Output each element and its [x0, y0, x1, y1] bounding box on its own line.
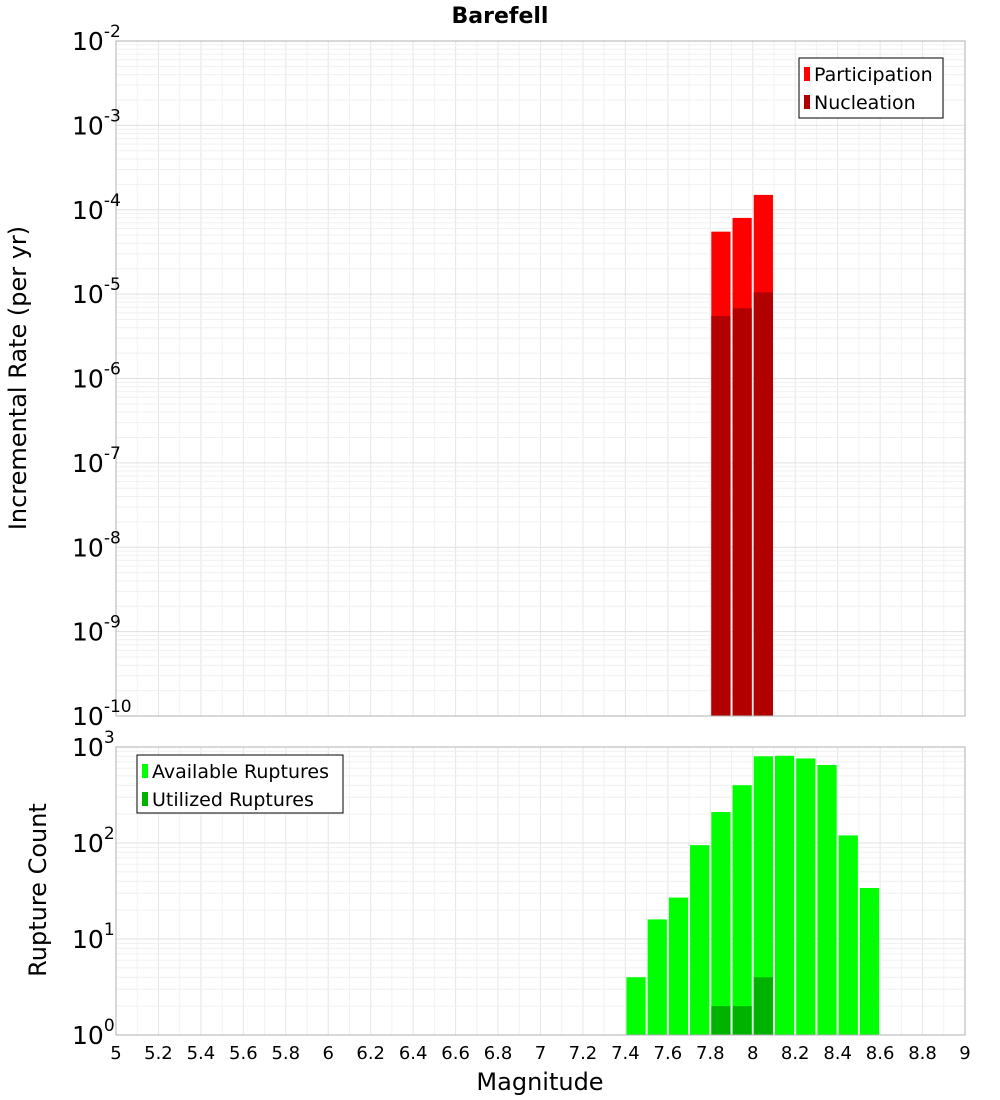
rate-axis-title: Incremental Rate (per yr): [4, 226, 32, 530]
legend-swatch: [142, 792, 148, 806]
x-tick-label: 5.2: [144, 1043, 173, 1064]
x-tick-label: 6.6: [441, 1043, 470, 1064]
count-bar-available-ruptures: [774, 755, 795, 1035]
rate-panel: 10-10 10-9 10-8 10-7 10-6 10-5 10-4 10-3 10-2 Par…: [72, 22, 966, 731]
x-tick-label: 5.8: [271, 1043, 300, 1064]
count-axis-title: Rupture Count: [24, 803, 52, 977]
count-bar-available-ruptures: [753, 756, 773, 1035]
x-tick-label: 5: [110, 1043, 121, 1064]
x-tick-label: 7: [535, 1043, 546, 1064]
y-tick-label: 10-8: [72, 528, 121, 562]
y-tick-label: 10-3: [72, 106, 121, 140]
count-bar-available-ruptures: [817, 764, 837, 1035]
x-tick-label: 5.6: [229, 1043, 258, 1064]
y-tick-label: 101: [72, 920, 115, 954]
y-tick-label: 10-6: [72, 360, 121, 394]
rate-bar-nucleation: [732, 308, 752, 716]
y-tick-label: 102: [72, 824, 115, 858]
x-tick-label: 8.8: [908, 1043, 937, 1064]
plot-border: [115, 40, 966, 717]
count-bar-available-ruptures: [647, 919, 667, 1035]
count-bar-available-ruptures: [626, 977, 646, 1035]
count-bar-available-ruptures: [668, 897, 689, 1035]
y-tick-label: 10-9: [72, 613, 121, 647]
count-bar-utilized-ruptures: [732, 1006, 752, 1035]
count-panel: 100 101 102 103 Available Ruptures Utilized R…: [72, 728, 966, 1050]
magnitude-axis: 5 5.2 5.4 5.6 5.8 6 6.2 6.4 6.6 6.8 7 7.2 7.4 7.6 7.8 8…: [110, 1043, 970, 1064]
count-bar-available-ruptures: [711, 812, 731, 1035]
count-bar-available-ruptures: [732, 785, 752, 1035]
y-tick-label: 10-5: [72, 275, 121, 309]
y-tick-label: 10-7: [72, 444, 121, 478]
count-bar-utilized-ruptures: [753, 977, 773, 1035]
x-tick-label: 7.2: [569, 1043, 598, 1064]
x-tick-label: 5.4: [187, 1043, 216, 1064]
legend-swatch: [804, 67, 810, 81]
x-tick-label: 9: [959, 1043, 970, 1064]
y-tick-label: 100: [72, 1016, 115, 1050]
count-bar-utilized-ruptures: [711, 1006, 731, 1035]
y-tick-label: 103: [72, 728, 115, 762]
legend-box: [136, 754, 344, 814]
legend-label: Available Ruptures: [152, 761, 329, 783]
chart-title: Barefell: [452, 4, 549, 29]
count-bar-available-ruptures: [796, 758, 816, 1035]
rate-bar-nucleation: [753, 292, 773, 716]
x-tick-label: 8.4: [823, 1043, 852, 1064]
plot-border: [115, 746, 966, 1036]
x-tick-label: 7.6: [654, 1043, 683, 1064]
x-tick-label: 6.8: [484, 1043, 513, 1064]
y-tick-label: 10-10: [72, 697, 132, 731]
count-bar-available-ruptures: [690, 845, 710, 1035]
legend-label: Utilized Ruptures: [152, 789, 314, 811]
x-tick-label: 7.8: [696, 1043, 725, 1064]
x-tick-label: 6: [323, 1043, 334, 1064]
legend-box: [798, 57, 944, 119]
count-bar-available-ruptures: [859, 887, 880, 1035]
x-tick-label: 8.6: [866, 1043, 895, 1064]
x-tick-label: 6.2: [356, 1043, 385, 1064]
rate-bar-nucleation: [711, 316, 731, 716]
y-tick-label: 10-2: [72, 22, 121, 56]
x-tick-label: 7.4: [611, 1043, 640, 1064]
x-tick-label: 8.2: [781, 1043, 810, 1064]
magnitude-axis-title: Magnitude: [476, 1068, 603, 1096]
legend-label: Participation: [814, 64, 933, 86]
x-tick-label: 6.4: [399, 1043, 428, 1064]
count-bar-available-ruptures: [838, 835, 858, 1035]
legend-label: Nucleation: [814, 92, 916, 114]
legend-swatch: [804, 95, 810, 109]
legend-swatch: [142, 764, 148, 778]
y-tick-label: 10-4: [72, 191, 121, 225]
x-tick-label: 8: [747, 1043, 758, 1064]
